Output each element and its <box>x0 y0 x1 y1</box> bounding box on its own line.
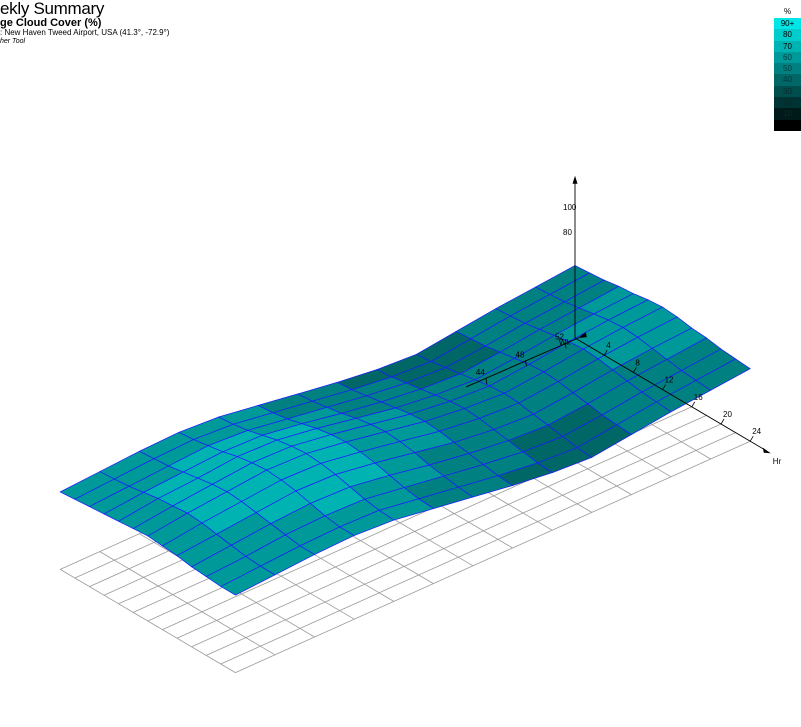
legend-entry: 50 <box>774 63 801 75</box>
z-tick-label: 100 <box>563 203 577 212</box>
x-axis-line <box>574 337 766 451</box>
y-tick <box>564 342 567 349</box>
chart-subtitle: ge Cloud Cover (%) <box>0 16 102 29</box>
x-tick <box>633 367 637 373</box>
legend-entry: 90+ <box>774 18 801 30</box>
chart-header: ekly Summary ge Cloud Cover (%) : New Ha… <box>0 0 169 45</box>
y-tick-label: 52 <box>555 332 564 341</box>
grid-line <box>220 432 736 665</box>
chart-title: ekly Summary <box>0 0 105 18</box>
credit-label: her Tool <box>0 37 26 45</box>
legend-entry: 30 <box>774 85 801 98</box>
x-tick-label: 20 <box>723 410 732 419</box>
color-legend: % 90+ 80 70 60 50 40 30 20 10 <box>774 6 801 131</box>
z-axis-arrow <box>572 175 578 184</box>
legend-entry: 20 <box>774 97 801 109</box>
y-axis-arrow <box>577 332 587 339</box>
x-tick-label: 24 <box>752 427 761 436</box>
x-tick <box>603 349 608 356</box>
grid-line <box>99 551 276 656</box>
grid-line <box>235 440 751 673</box>
legend-entry: 10 <box>774 108 801 120</box>
x-tick-label: 12 <box>665 376 674 385</box>
legend-unit: % <box>783 7 792 16</box>
y-tick <box>525 360 527 367</box>
x-tick-label: 16 <box>694 393 703 402</box>
z-tick-label: 80 <box>563 228 572 237</box>
y-tick-label: 44 <box>476 368 485 377</box>
legend-entry: 80 <box>774 29 801 41</box>
x-tick-label: 4 <box>606 341 611 350</box>
location-label: : New Haven Tweed Airport, USA (41.3°, -… <box>0 28 170 38</box>
x-tick <box>662 384 666 390</box>
grid-line <box>191 415 707 648</box>
x-tick <box>720 418 725 425</box>
grid-line <box>206 423 722 656</box>
x-tick-label: 8 <box>635 358 640 367</box>
y-axis-label: Wk <box>559 338 572 347</box>
legend-entry: 40 <box>774 74 801 86</box>
legend-entry <box>774 119 801 131</box>
legend-entry: 60 <box>774 51 801 64</box>
y-tick <box>485 377 488 385</box>
x-axis-arrow <box>762 447 771 454</box>
x-tick <box>691 401 696 408</box>
grid-line <box>59 569 236 673</box>
y-tick-label: 48 <box>516 350 525 359</box>
surface-cell <box>220 565 276 596</box>
x-axis-label: Hr <box>773 457 782 466</box>
legend-entry: 70 <box>774 40 801 52</box>
x-tick <box>749 435 754 442</box>
